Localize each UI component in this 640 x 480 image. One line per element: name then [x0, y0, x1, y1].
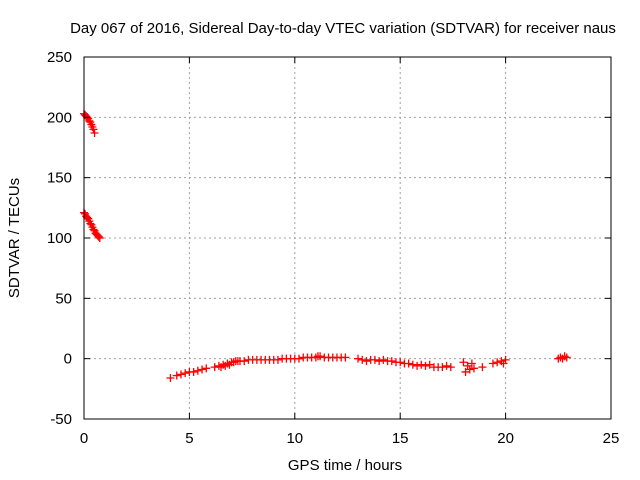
x-tick-label: 0 — [80, 430, 88, 447]
data-point — [316, 352, 325, 361]
x-tick-label: 10 — [286, 430, 303, 447]
data-point — [488, 359, 497, 368]
data-point — [501, 355, 510, 364]
x-tick-label: 15 — [392, 430, 409, 447]
axis-ticks: 0 5 10 15 20 25 -50 0 50 100 150 200 250 — [47, 49, 619, 447]
y-tick-label: 150 — [47, 170, 72, 187]
data-point — [341, 353, 350, 362]
data-point — [375, 357, 384, 366]
data-point — [493, 358, 502, 367]
y-axis-label: SDTVAR / TECUs — [6, 178, 23, 298]
data-point — [202, 364, 211, 373]
y-tick-label: -50 — [50, 411, 72, 428]
data-point — [425, 360, 434, 369]
data-point — [273, 355, 282, 364]
data-point — [295, 354, 304, 363]
data-point — [89, 125, 98, 134]
data-point — [469, 364, 478, 373]
data-point — [311, 353, 320, 362]
data-point — [562, 353, 571, 362]
data-point — [94, 232, 103, 241]
data-point — [421, 361, 430, 370]
data-point — [467, 359, 476, 368]
data-point — [354, 354, 363, 363]
data-point — [95, 234, 104, 242]
data-point — [459, 358, 468, 367]
x-tick-label: 25 — [603, 430, 620, 447]
data-point — [461, 367, 470, 376]
y-tick-label: 100 — [47, 230, 72, 247]
data-point — [478, 363, 487, 372]
grid-lines — [84, 57, 611, 419]
data-point — [446, 363, 455, 372]
data-point — [90, 129, 99, 138]
data-point — [404, 359, 413, 368]
data-point — [370, 355, 379, 364]
data-point — [172, 371, 181, 380]
data-point — [166, 373, 175, 382]
plot-frame — [83, 56, 612, 420]
data-point — [417, 360, 426, 369]
y-tick-label: 250 — [47, 49, 72, 66]
data-point — [387, 357, 396, 366]
data-points — [80, 109, 571, 382]
data-point — [198, 365, 207, 374]
data-point — [176, 370, 185, 379]
data-point — [413, 361, 422, 370]
data-point — [358, 355, 367, 364]
y-tick-label: 50 — [55, 290, 72, 307]
data-point — [379, 355, 388, 364]
chart-title: Day 067 of 2016, Sidereal Day-to-day VTE… — [70, 20, 616, 37]
data-point — [442, 361, 451, 370]
data-point — [362, 357, 371, 366]
data-point — [408, 360, 417, 369]
x-tick-label: 20 — [497, 430, 514, 447]
data-point — [240, 357, 249, 366]
data-point — [181, 369, 190, 378]
data-point — [438, 363, 447, 372]
y-tick-label: 0 — [64, 351, 72, 368]
x-tick-label: 5 — [185, 430, 193, 447]
data-point — [189, 367, 198, 376]
data-point — [193, 366, 202, 375]
data-point — [396, 358, 405, 367]
y-tick-label: 200 — [47, 109, 72, 126]
data-point — [465, 365, 474, 374]
x-axis-label: GPS time / hours — [288, 457, 402, 474]
